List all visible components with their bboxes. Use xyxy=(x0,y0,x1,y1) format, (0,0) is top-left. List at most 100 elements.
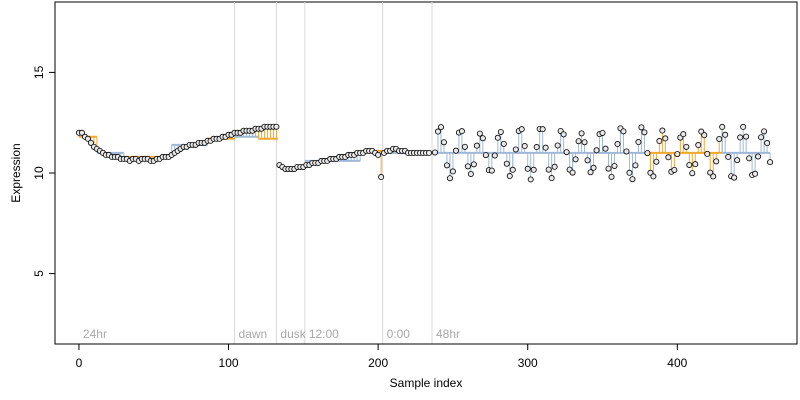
data-point xyxy=(689,170,696,177)
data-point xyxy=(488,167,495,174)
data-point xyxy=(87,139,94,146)
data-point xyxy=(548,175,555,182)
data-point xyxy=(78,129,85,136)
data-point xyxy=(273,123,280,130)
x-tick-label: 100 xyxy=(219,356,239,370)
data-point xyxy=(521,143,528,150)
data-point xyxy=(674,151,681,158)
data-point xyxy=(707,169,714,176)
data-points xyxy=(75,123,774,183)
data-point xyxy=(653,158,660,165)
data-point xyxy=(704,150,711,157)
data-point xyxy=(542,144,549,151)
y-axis: 5 10 15 xyxy=(32,65,56,277)
data-point xyxy=(512,146,519,153)
data-point xyxy=(554,142,561,149)
data-point xyxy=(524,165,531,172)
data-point xyxy=(632,162,639,169)
data-point xyxy=(737,134,744,141)
data-point xyxy=(590,164,597,171)
marker-label: 12:00 xyxy=(309,327,339,341)
data-point xyxy=(539,126,546,133)
data-point xyxy=(644,150,651,157)
data-point xyxy=(701,132,708,139)
data-point xyxy=(569,169,576,176)
data-point xyxy=(545,166,552,173)
data-point xyxy=(611,162,618,169)
data-point xyxy=(719,123,726,130)
data-point xyxy=(683,143,690,150)
data-point xyxy=(572,156,579,163)
time-marker-lines xyxy=(234,2,433,344)
data-point xyxy=(602,145,609,152)
data-point xyxy=(680,131,687,138)
data-point xyxy=(479,135,486,142)
x-tick-label: 0 xyxy=(76,356,83,370)
data-point xyxy=(662,135,669,142)
data-point xyxy=(506,173,513,180)
data-point xyxy=(671,166,678,173)
data-point xyxy=(755,153,762,160)
data-point xyxy=(731,174,738,181)
data-point xyxy=(722,131,729,138)
data-point xyxy=(716,136,723,143)
y-tick-label: 15 xyxy=(32,65,46,79)
data-point xyxy=(599,129,606,136)
data-point xyxy=(608,173,615,180)
plot-frame xyxy=(54,1,798,345)
data-point xyxy=(503,160,510,167)
y-tick-label: 5 xyxy=(32,270,46,277)
x-tick-label: 400 xyxy=(667,356,687,370)
marker-label: 48hr xyxy=(436,327,460,341)
data-point xyxy=(587,169,594,176)
data-point xyxy=(497,128,504,135)
data-point xyxy=(446,175,453,182)
data-point xyxy=(440,139,447,146)
data-point xyxy=(533,144,540,151)
data-point xyxy=(629,176,636,183)
x-tick-label: 200 xyxy=(368,356,388,370)
marker-label: dawn xyxy=(239,327,268,341)
marker-label: dusk xyxy=(280,327,306,341)
data-point xyxy=(470,161,477,168)
data-point xyxy=(713,158,720,165)
data-point xyxy=(620,128,627,135)
data-point xyxy=(458,128,465,135)
x-axis-label: Sample index xyxy=(390,376,463,390)
data-point xyxy=(635,139,642,146)
data-point xyxy=(650,173,657,180)
data-point xyxy=(509,166,516,173)
data-point xyxy=(425,149,432,156)
data-point xyxy=(530,166,537,173)
data-point xyxy=(482,152,489,159)
time-marker-labels: 24hr dawn dusk 12:00 0:00 48hr xyxy=(83,327,460,341)
data-point xyxy=(452,147,459,154)
data-point xyxy=(500,140,507,147)
data-point xyxy=(431,149,438,156)
data-point xyxy=(437,124,444,131)
data-point xyxy=(605,165,612,172)
data-point xyxy=(743,133,750,140)
y-tick-label: 10 xyxy=(32,166,46,180)
data-point xyxy=(725,153,732,160)
data-point xyxy=(710,173,717,180)
data-point xyxy=(443,162,450,169)
data-point xyxy=(476,130,483,137)
data-point xyxy=(464,163,471,170)
data-point xyxy=(641,129,648,136)
data-point xyxy=(764,140,771,147)
data-point xyxy=(761,128,768,135)
data-point xyxy=(560,131,567,138)
data-point xyxy=(623,148,630,155)
marker-label: 24hr xyxy=(83,327,107,341)
data-point xyxy=(767,159,774,166)
data-point xyxy=(518,126,525,133)
data-point xyxy=(563,149,570,156)
data-point xyxy=(378,174,385,181)
data-point xyxy=(659,127,666,134)
data-point xyxy=(575,138,582,145)
data-point xyxy=(473,142,480,149)
x-axis: 0 100 200 300 400 xyxy=(76,343,688,370)
data-point xyxy=(695,142,702,149)
